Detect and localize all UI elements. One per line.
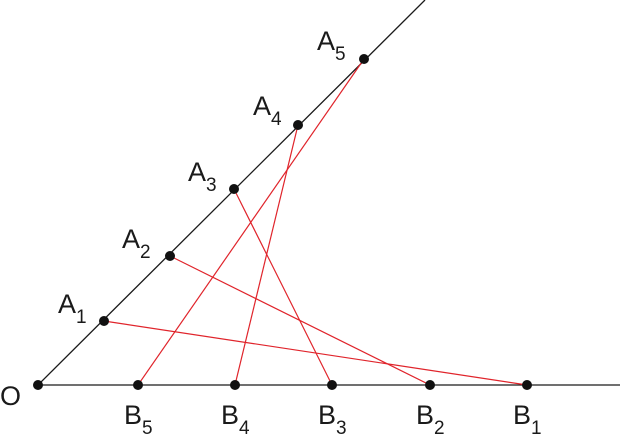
segment-a5-b5 — [137, 58, 365, 386]
point — [425, 380, 435, 390]
letter: A — [317, 26, 335, 56]
subscript: 1 — [76, 307, 87, 328]
subscript: 2 — [140, 242, 151, 263]
point — [133, 380, 143, 390]
point — [33, 380, 43, 390]
point — [230, 380, 240, 390]
point — [327, 380, 337, 390]
points — [33, 54, 532, 390]
subscript: 4 — [271, 109, 282, 130]
subscript: 5 — [142, 418, 153, 439]
subscript: 1 — [531, 418, 542, 439]
letter: A — [58, 289, 76, 319]
point — [165, 251, 175, 261]
subscript: 5 — [335, 44, 346, 65]
point — [359, 54, 369, 64]
point-label: A4 — [253, 91, 282, 130]
origin-label: O — [0, 381, 21, 411]
letter: B — [124, 400, 142, 430]
point-label: A5 — [317, 26, 346, 65]
point-label: B5 — [124, 400, 153, 439]
point-label: A3 — [188, 157, 217, 196]
letter: A — [122, 224, 140, 254]
letter: A — [253, 91, 271, 121]
segment-a3-b3 — [233, 188, 333, 386]
point-label: B2 — [416, 400, 445, 439]
subscript: 4 — [239, 418, 250, 439]
point — [522, 380, 532, 390]
point-label: B4 — [221, 400, 250, 439]
letter: B — [416, 400, 434, 430]
point — [293, 120, 303, 130]
letter: B — [318, 400, 336, 430]
subscript: 3 — [206, 175, 217, 196]
letter: B — [221, 400, 239, 430]
letter: A — [188, 157, 206, 187]
point-label: A2 — [122, 224, 151, 263]
point — [229, 184, 239, 194]
point-label: B1 — [513, 400, 542, 439]
point-label: A1 — [58, 289, 87, 328]
letter: B — [513, 400, 531, 430]
point — [99, 316, 109, 326]
point-label: B3 — [318, 400, 347, 439]
subscript: 2 — [434, 418, 445, 439]
subscript: 3 — [336, 418, 347, 439]
